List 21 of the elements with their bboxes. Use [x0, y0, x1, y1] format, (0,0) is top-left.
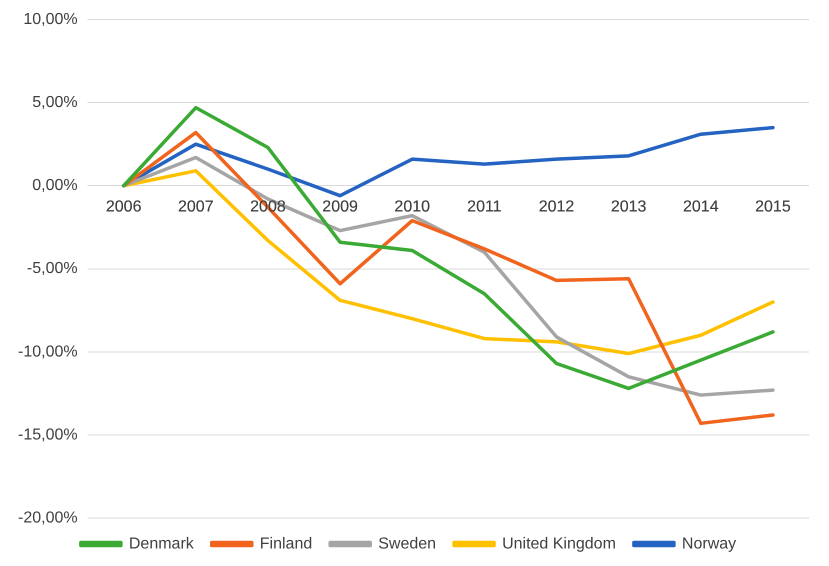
- y-tick-label: -5,00%: [26, 260, 78, 278]
- y-tick-label: -20,00%: [18, 509, 78, 526]
- legend-label: United Kingdom: [502, 535, 616, 552]
- x-tick-label: 2007: [178, 198, 214, 216]
- y-tick-label: -15,00%: [18, 426, 78, 444]
- x-tick-label: 2014: [682, 198, 719, 216]
- x-tick-label: 2009: [322, 198, 358, 216]
- x-tick-label: 2015: [755, 198, 791, 216]
- legend-label: Finland: [260, 535, 312, 552]
- y-tick-label: 10,00%: [23, 11, 78, 28]
- legend-label: Norway: [682, 535, 736, 552]
- y-tick-label: -10,00%: [18, 343, 78, 360]
- x-tick-label: 2010: [394, 198, 430, 216]
- x-tick-label: 2006: [106, 198, 142, 216]
- x-tick-label: 2013: [610, 198, 647, 216]
- y-tick-label: 5,00%: [32, 94, 78, 112]
- x-tick-label: 2011: [467, 198, 502, 216]
- legend-label: Sweden: [378, 535, 436, 552]
- y-tick-label: 0,00%: [32, 177, 78, 194]
- x-tick-label: 2012: [538, 198, 574, 216]
- legend-label: Denmark: [128, 535, 195, 552]
